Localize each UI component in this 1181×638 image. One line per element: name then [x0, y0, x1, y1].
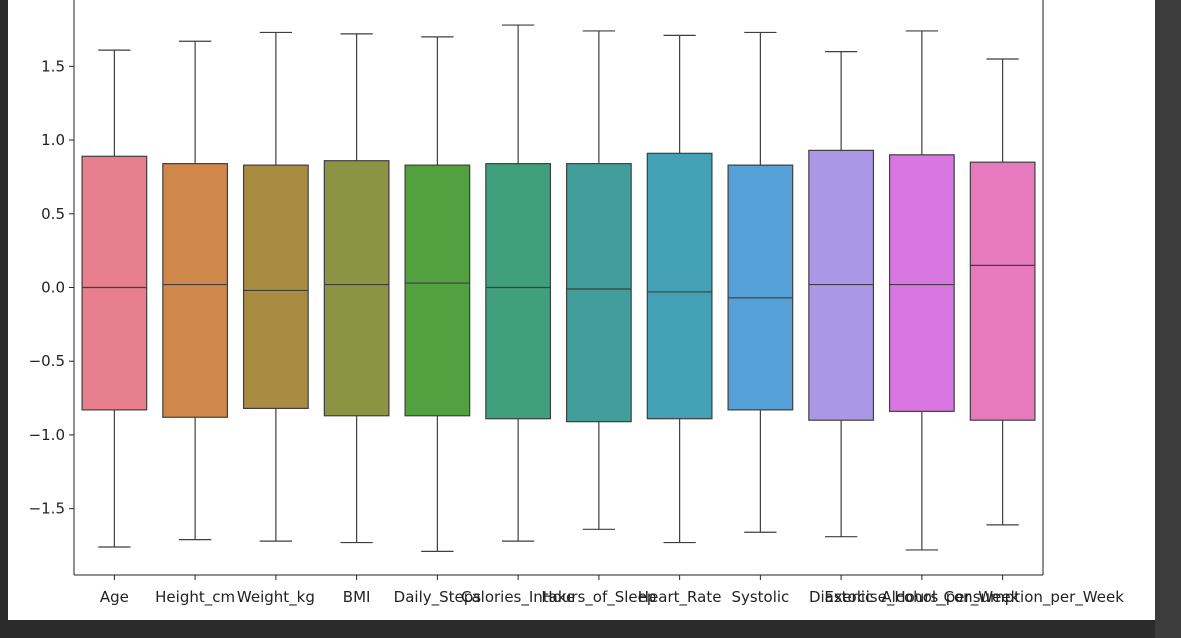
box-iqr	[81, 155, 148, 411]
box-iqr	[888, 154, 955, 412]
x-tick-label: Daily_Steps	[394, 588, 482, 607]
x-tick: Age	[100, 575, 129, 606]
y-axis-ticks: −1.5 −1.0 −0.5 0.0 0.5 1.0 1.5	[29, 57, 74, 518]
box-Weight_kg	[242, 31, 309, 542]
y-tick-label: −1.0	[29, 426, 65, 444]
x-tick: Height_cm	[155, 575, 235, 607]
x-tick-label: Alcohol_Consumption_per_Week	[881, 588, 1124, 607]
box-Daily_Steps	[404, 36, 471, 553]
box-iqr	[969, 161, 1036, 421]
box-iqr	[727, 164, 794, 411]
x-tick: BMI	[343, 575, 371, 606]
x-tick: Diastolic	[809, 575, 873, 606]
box-iqr	[323, 160, 390, 417]
y-tick: 0.5	[41, 205, 74, 223]
x-tick-label: Diastolic	[809, 588, 873, 606]
box-Hours_of_Sleep	[565, 30, 632, 530]
box-iqr	[565, 163, 632, 423]
x-tick: Alcohol_Consumption_per_Week	[881, 575, 1124, 607]
y-tick-label: 0.0	[41, 279, 65, 297]
x-tick: Hours_of_Sleep	[541, 575, 656, 607]
box-iqr	[808, 149, 875, 421]
x-axis-ticks: Age Height_cm Weight_kg BMI Daily_StepsCalor…	[100, 575, 1124, 607]
y-tick-label: −1.5	[29, 500, 65, 518]
box-iqr	[485, 163, 552, 420]
box-iqr	[404, 164, 471, 417]
scroll-gutter	[1155, 0, 1181, 638]
x-tick-label: Systolic	[731, 588, 789, 606]
y-tick-label: 1.5	[41, 57, 65, 75]
box-Age	[81, 49, 148, 548]
x-tick-label: Heart_Rate	[638, 588, 722, 607]
y-tick: 0.0	[41, 279, 74, 297]
y-tick: 1.0	[41, 131, 74, 149]
box-Systolic	[727, 31, 794, 533]
x-tick-label: Height_cm	[155, 588, 235, 607]
x-tick-label: Exercise_Hours_per_Week	[824, 588, 1019, 607]
box-Alcohol_Consumption_per_Week	[969, 58, 1036, 526]
x-tick: Systolic	[731, 575, 789, 606]
box-Heart_Rate	[646, 34, 713, 544]
x-tick: Heart_Rate	[638, 575, 722, 607]
box-iqr	[162, 163, 229, 418]
box-Diastolic	[808, 51, 875, 538]
x-tick-label: BMI	[343, 588, 371, 606]
box-Height_cm	[162, 40, 229, 541]
y-tick-label: 0.5	[41, 205, 65, 223]
x-tick-label: Weight_kg	[237, 588, 315, 607]
box-Calories_Intake	[485, 24, 552, 542]
x-tick-label: Age	[100, 588, 129, 606]
x-tick: Calories_Intake	[461, 575, 575, 607]
x-tick: Weight_kg	[237, 575, 315, 607]
y-tick: −1.0	[29, 426, 74, 444]
x-tick-label: Hours_of_Sleep	[541, 588, 656, 607]
y-tick-label: 1.0	[41, 131, 65, 149]
y-tick: 1.5	[41, 57, 74, 75]
box-Exercise_Hours_per_Week	[888, 30, 955, 551]
box-BMI	[323, 33, 390, 544]
x-tick: Daily_Steps	[394, 575, 482, 607]
y-tick: −1.5	[29, 500, 74, 518]
boxes-layer	[81, 24, 1036, 553]
box-iqr	[646, 152, 713, 420]
x-tick: Exercise_Hours_per_Week	[824, 575, 1020, 607]
box-iqr	[242, 164, 309, 409]
y-tick-label: −0.5	[29, 352, 65, 370]
x-tick-label: Calories_Intake	[461, 588, 575, 607]
y-tick: −0.5	[29, 352, 74, 370]
